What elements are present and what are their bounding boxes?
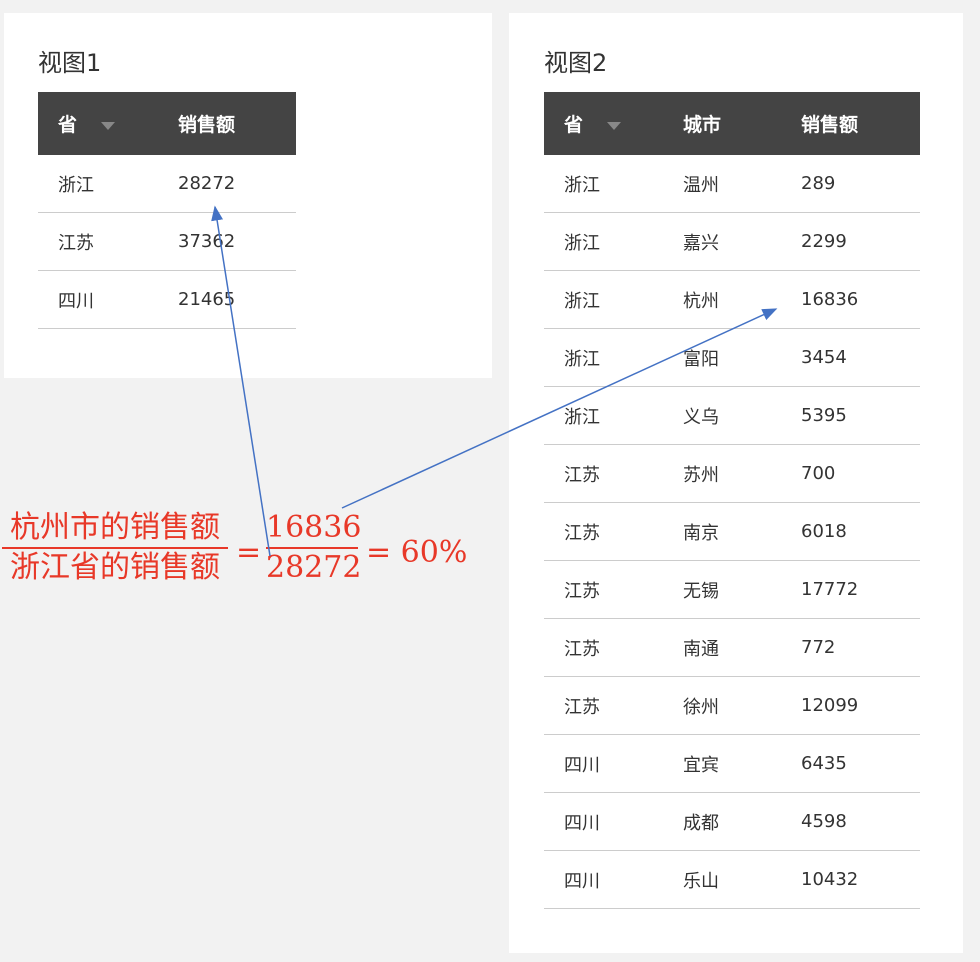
view2-panel: 视图2 省 城市 销售额 浙江 温州 289 浙江 嘉兴 2299 浙江 杭州 16836 浙江富… — [509, 13, 963, 953]
table-cell: 3454 — [801, 328, 920, 387]
numerator-text: 杭州市的销售额 — [10, 510, 220, 545]
table-row[interactable]: 浙江 嘉兴 2299 — [544, 212, 920, 271]
table-cell: 四川 — [544, 792, 683, 851]
table-cell: 12099 — [801, 676, 920, 735]
arrow-to-hangzhou-sales — [341, 308, 778, 509]
table-row[interactable]: 四川 宜宾 6435 — [544, 734, 920, 793]
denominator-text: 浙江省的销售额 — [10, 550, 220, 585]
view1-panel: 视图1 省 销售额 浙江 28272 江苏 37362 四川 21465 — [4, 13, 492, 378]
table-cell: 四川 — [544, 734, 683, 793]
sort-dropdown-icon[interactable] — [101, 121, 116, 130]
denominator-value: 28272 — [266, 550, 362, 585]
table-row[interactable]: 江苏 37362 — [38, 212, 296, 271]
table-cell: 浙江 — [544, 328, 683, 387]
text-fraction: 杭州市的销售额 浙江省的销售额 — [2, 513, 228, 583]
table-cell: 四川 — [38, 270, 178, 329]
table-cell: 江苏 — [544, 618, 683, 677]
equals-sign: = — [236, 535, 262, 570]
table-cell: 17772 — [801, 560, 920, 619]
table-cell: 772 — [801, 618, 920, 677]
table-cell: 6018 — [801, 502, 920, 561]
table-row[interactable]: 浙江 温州 289 — [544, 155, 920, 213]
result-text: = 60% — [366, 535, 468, 570]
sort-dropdown-icon[interactable] — [607, 121, 622, 130]
fraction-bar — [266, 547, 358, 549]
table-cell: 杭州 — [683, 270, 801, 329]
table-cell: 义乌 — [683, 386, 801, 445]
table-cell: 江苏 — [544, 676, 683, 735]
table-cell: 700 — [801, 444, 920, 503]
table-cell: 江苏 — [544, 444, 683, 503]
column-header-province[interactable]: 省 — [38, 92, 178, 155]
table-cell: 浙江 — [544, 155, 683, 213]
table-cell: 四川 — [544, 850, 683, 909]
table-cell: 乐山 — [683, 850, 801, 909]
table-row[interactable]: 江苏 徐州 12099 — [544, 676, 920, 735]
column-header-sales[interactable]: 销售额 — [178, 92, 296, 155]
table-row[interactable]: 浙江 28272 — [38, 155, 296, 213]
table-row[interactable]: 江苏 南通 772 — [544, 618, 920, 677]
view1-table: 省 销售额 浙江 28272 江苏 37362 四川 21465 — [38, 92, 296, 329]
table-cell: 南京 — [683, 502, 801, 561]
header-label: 省 — [58, 114, 78, 136]
fraction-bar — [2, 547, 228, 549]
table-cell: 浙江 — [544, 386, 683, 445]
table-cell: 4598 — [801, 792, 920, 851]
table-cell: 289 — [801, 155, 920, 213]
view2-table: 省 城市 销售额 浙江 温州 289 浙江 嘉兴 2299 浙江 杭州 16836 浙江 富阳 345… — [544, 92, 920, 909]
table-cell: 浙江 — [38, 155, 178, 213]
view1-title: 视图1 — [38, 49, 102, 77]
table-cell: 宜宾 — [683, 734, 801, 793]
table-row[interactable]: 四川 成都 4598 — [544, 792, 920, 851]
table-cell: 21465 — [178, 270, 296, 329]
table-cell: 2299 — [801, 212, 920, 271]
table-row[interactable]: 江苏 苏州 700 — [544, 444, 920, 503]
table-row[interactable]: 江苏 南京 6018 — [544, 502, 920, 561]
table-cell: 江苏 — [38, 212, 178, 271]
table-cell: 37362 — [178, 212, 296, 271]
table-cell: 5395 — [801, 386, 920, 445]
view2-title: 视图2 — [544, 49, 608, 77]
table-cell: 温州 — [683, 155, 801, 213]
table-row[interactable]: 江苏 无锡 17772 — [544, 560, 920, 619]
arrow-to-zhejiang-total — [211, 205, 271, 557]
table-cell: 10432 — [801, 850, 920, 909]
table-cell: 6435 — [801, 734, 920, 793]
value-fraction: 16836 28272 — [266, 510, 362, 585]
table-row[interactable]: 四川 21465 — [38, 270, 296, 329]
table-cell: 南通 — [683, 618, 801, 677]
table-cell: 嘉兴 — [683, 212, 801, 271]
table-row[interactable]: 浙江 义乌 5395 — [544, 386, 920, 445]
table-cell: 苏州 — [683, 444, 801, 503]
table-cell: 28272 — [178, 155, 296, 213]
numerator-value: 16836 — [266, 510, 362, 545]
table-cell: 江苏 — [544, 560, 683, 619]
table-row[interactable]: 浙江 杭州 16836 — [544, 270, 920, 329]
table-cell: 无锡 — [683, 560, 801, 619]
table-row[interactable]: 浙江 富阳 3454 — [544, 328, 920, 387]
table-cell: 徐州 — [683, 676, 801, 735]
column-header-city[interactable]: 城市 — [683, 92, 801, 155]
table-cell: 浙江 — [544, 270, 683, 329]
column-header-province[interactable]: 省 — [544, 92, 683, 155]
table-cell: 浙江 — [544, 212, 683, 271]
table-row[interactable]: 四川 乐山 10432 — [544, 850, 920, 909]
table-cell: 江苏 — [544, 502, 683, 561]
table-cell: 富阳 — [683, 328, 801, 387]
table-cell: 成都 — [683, 792, 801, 851]
header-label: 省 — [564, 114, 584, 136]
column-header-sales[interactable]: 销售额 — [801, 92, 920, 155]
table-cell: 16836 — [801, 270, 920, 329]
